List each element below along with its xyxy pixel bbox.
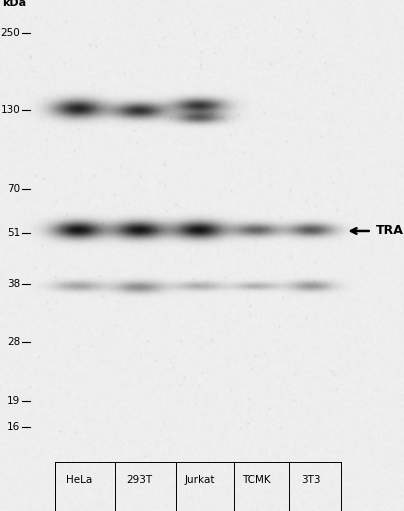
Text: TRAF4: TRAF4 [376,224,404,238]
Text: 130: 130 [0,105,20,115]
Text: TCMK: TCMK [242,475,271,485]
Text: 3T3: 3T3 [301,475,321,485]
Text: 70: 70 [7,184,20,194]
Text: 19: 19 [7,396,20,406]
Text: 293T: 293T [126,475,152,485]
Text: 250: 250 [0,28,20,38]
Text: 16: 16 [7,422,20,432]
Text: 51: 51 [7,227,20,238]
Text: kDa: kDa [2,0,26,8]
Text: 28: 28 [7,337,20,347]
Text: HeLa: HeLa [66,475,92,485]
Text: Jurkat: Jurkat [185,475,215,485]
Text: 38: 38 [7,278,20,289]
